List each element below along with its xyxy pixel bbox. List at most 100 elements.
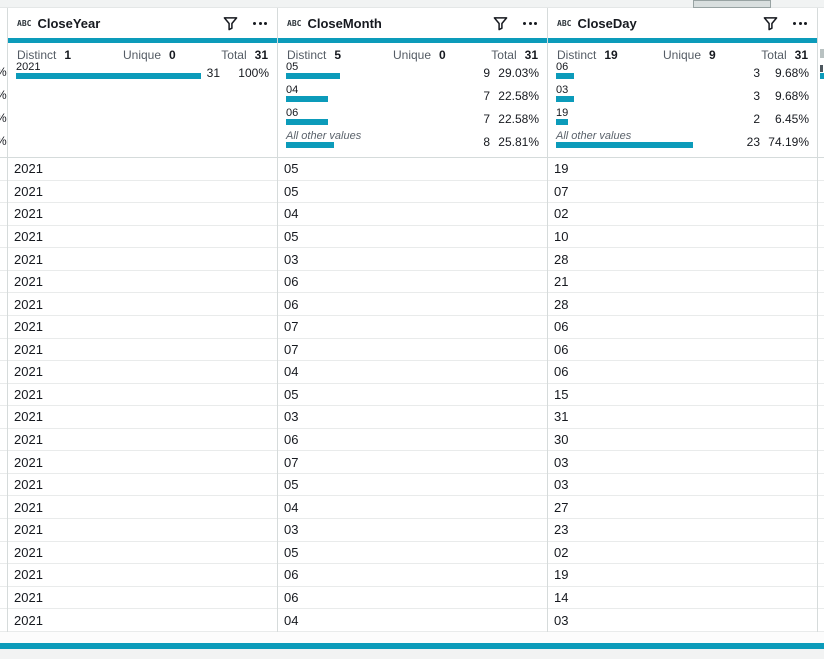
- bottom-horizontal-scrollbar[interactable]: [0, 643, 824, 649]
- table-cell[interactable]: 2021: [8, 609, 277, 632]
- table-cell[interactable]: 2021: [8, 586, 277, 610]
- table-cell[interactable]: 2021: [8, 315, 277, 339]
- value-distribution-row[interactable]: All other values 8 25.81%: [278, 131, 547, 154]
- table-cell[interactable]: 2021: [8, 293, 277, 316]
- table-cell[interactable]: 06: [548, 361, 817, 384]
- value-distribution-row[interactable]: 06 7 22.58%: [278, 108, 547, 131]
- value-distribution-row[interactable]: 06 3 9.68%: [548, 62, 817, 85]
- table-cell[interactable]: 2021: [8, 496, 277, 519]
- table-cell[interactable]: 07: [278, 315, 547, 339]
- table-cell[interactable]: 03: [548, 451, 817, 474]
- distinct-value: 1: [64, 48, 72, 62]
- clipped-cell: [0, 270, 7, 294]
- clipped-cell: [818, 564, 824, 587]
- top-horizontal-scrollbar[interactable]: [0, 0, 824, 8]
- table-cell[interactable]: 06: [548, 315, 817, 339]
- table-cell[interactable]: 05: [278, 180, 547, 204]
- table-cell[interactable]: 05: [278, 383, 547, 407]
- table-cell[interactable]: 2021: [8, 158, 277, 181]
- unique-label: Unique: [393, 48, 432, 62]
- table-cell[interactable]: 04: [278, 496, 547, 519]
- table-cell[interactable]: 2021: [8, 338, 277, 362]
- more-menu-icon[interactable]: [793, 21, 807, 25]
- column-stats-row: Distinct 5 Unique 0 Total 31: [278, 48, 547, 62]
- table-cell[interactable]: 06: [278, 586, 547, 610]
- value-distribution-row[interactable]: 2021 31 100%: [8, 62, 277, 85]
- table-cell[interactable]: 2021: [8, 451, 277, 474]
- filter-icon[interactable]: [223, 16, 238, 31]
- column-quality-bar: [8, 38, 277, 43]
- table-cell[interactable]: 2021: [8, 248, 277, 271]
- value-count: 31: [206, 66, 220, 80]
- total-value: 31: [794, 48, 808, 62]
- table-cell[interactable]: 07: [278, 451, 547, 474]
- table-cell[interactable]: 19: [548, 564, 817, 587]
- table-cell[interactable]: 2021: [8, 564, 277, 587]
- value-distribution-row[interactable]: 05 9 29.03%: [278, 62, 547, 85]
- clipped-percent-text: %: [0, 89, 7, 101]
- column-header[interactable]: ABC CloseMonth: [278, 8, 547, 38]
- table-cell[interactable]: 2021: [8, 541, 277, 565]
- clipped-cell: [818, 293, 824, 316]
- table-cell[interactable]: 02: [548, 203, 817, 226]
- table-cell[interactable]: 2021: [8, 519, 277, 542]
- table-cell[interactable]: 19: [548, 158, 817, 181]
- table-cell[interactable]: 04: [278, 609, 547, 632]
- clipped-cell: [818, 270, 824, 294]
- table-cell[interactable]: 04: [278, 203, 547, 226]
- table-cell[interactable]: 05: [278, 473, 547, 497]
- clipped-cell: [0, 248, 7, 271]
- table-cell[interactable]: 2021: [8, 225, 277, 249]
- value-distribution-row[interactable]: 04 7 22.58%: [278, 85, 547, 108]
- table-cell[interactable]: 03: [278, 248, 547, 271]
- total-stat: Total 31: [761, 48, 808, 62]
- clipped-cell: [0, 564, 7, 587]
- table-cell[interactable]: 06: [278, 293, 547, 316]
- table-cell[interactable]: 30: [548, 428, 817, 452]
- table-cell[interactable]: 03: [548, 609, 817, 632]
- more-menu-icon[interactable]: [253, 21, 267, 25]
- table-cell[interactable]: 06: [548, 338, 817, 362]
- table-cell[interactable]: 2021: [8, 270, 277, 294]
- scrollbar-thumb[interactable]: [693, 0, 771, 8]
- table-cell[interactable]: 2021: [8, 180, 277, 204]
- value-distribution-row[interactable]: 03 3 9.68%: [548, 85, 817, 108]
- column-stats-card-closemonth: ABC CloseMonth Distinct 5 Unique 0 Total 31 05 9 2…: [278, 8, 548, 157]
- table-cell[interactable]: 04: [278, 361, 547, 384]
- filter-icon[interactable]: [763, 16, 778, 31]
- column-header[interactable]: ABC CloseDay: [548, 8, 817, 38]
- value-distribution-row[interactable]: 19 2 6.45%: [548, 108, 817, 131]
- more-menu-icon[interactable]: [523, 21, 537, 25]
- table-cell[interactable]: 06: [278, 564, 547, 587]
- table-cell[interactable]: 2021: [8, 406, 277, 429]
- filter-icon[interactable]: [493, 16, 508, 31]
- table-cell[interactable]: 05: [278, 158, 547, 181]
- table-cell[interactable]: 21: [548, 270, 817, 294]
- table-cell[interactable]: 03: [278, 406, 547, 429]
- table-cell[interactable]: 06: [278, 428, 547, 452]
- table-cell[interactable]: 06: [278, 270, 547, 294]
- table-cell[interactable]: 2021: [8, 428, 277, 452]
- table-cell[interactable]: 23: [548, 519, 817, 542]
- table-cell[interactable]: 2021: [8, 473, 277, 497]
- table-cell[interactable]: 14: [548, 586, 817, 610]
- table-cell[interactable]: 05: [278, 225, 547, 249]
- table-cell[interactable]: 03: [548, 473, 817, 497]
- table-cell[interactable]: 28: [548, 248, 817, 271]
- table-cell[interactable]: 05: [278, 541, 547, 565]
- table-cell[interactable]: 31: [548, 406, 817, 429]
- table-cell[interactable]: 2021: [8, 203, 277, 226]
- clipped-cell: [0, 496, 7, 519]
- table-cell[interactable]: 10: [548, 225, 817, 249]
- value-distribution-row[interactable]: All other values 23 74.19%: [548, 131, 817, 154]
- table-cell[interactable]: 07: [548, 180, 817, 204]
- table-cell[interactable]: 28: [548, 293, 817, 316]
- table-cell[interactable]: 2021: [8, 383, 277, 407]
- table-cell[interactable]: 07: [278, 338, 547, 362]
- table-cell[interactable]: 03: [278, 519, 547, 542]
- table-cell[interactable]: 27: [548, 496, 817, 519]
- column-header[interactable]: ABC CloseYear: [8, 8, 277, 38]
- table-cell[interactable]: 15: [548, 383, 817, 407]
- table-cell[interactable]: 02: [548, 541, 817, 565]
- table-cell[interactable]: 2021: [8, 361, 277, 384]
